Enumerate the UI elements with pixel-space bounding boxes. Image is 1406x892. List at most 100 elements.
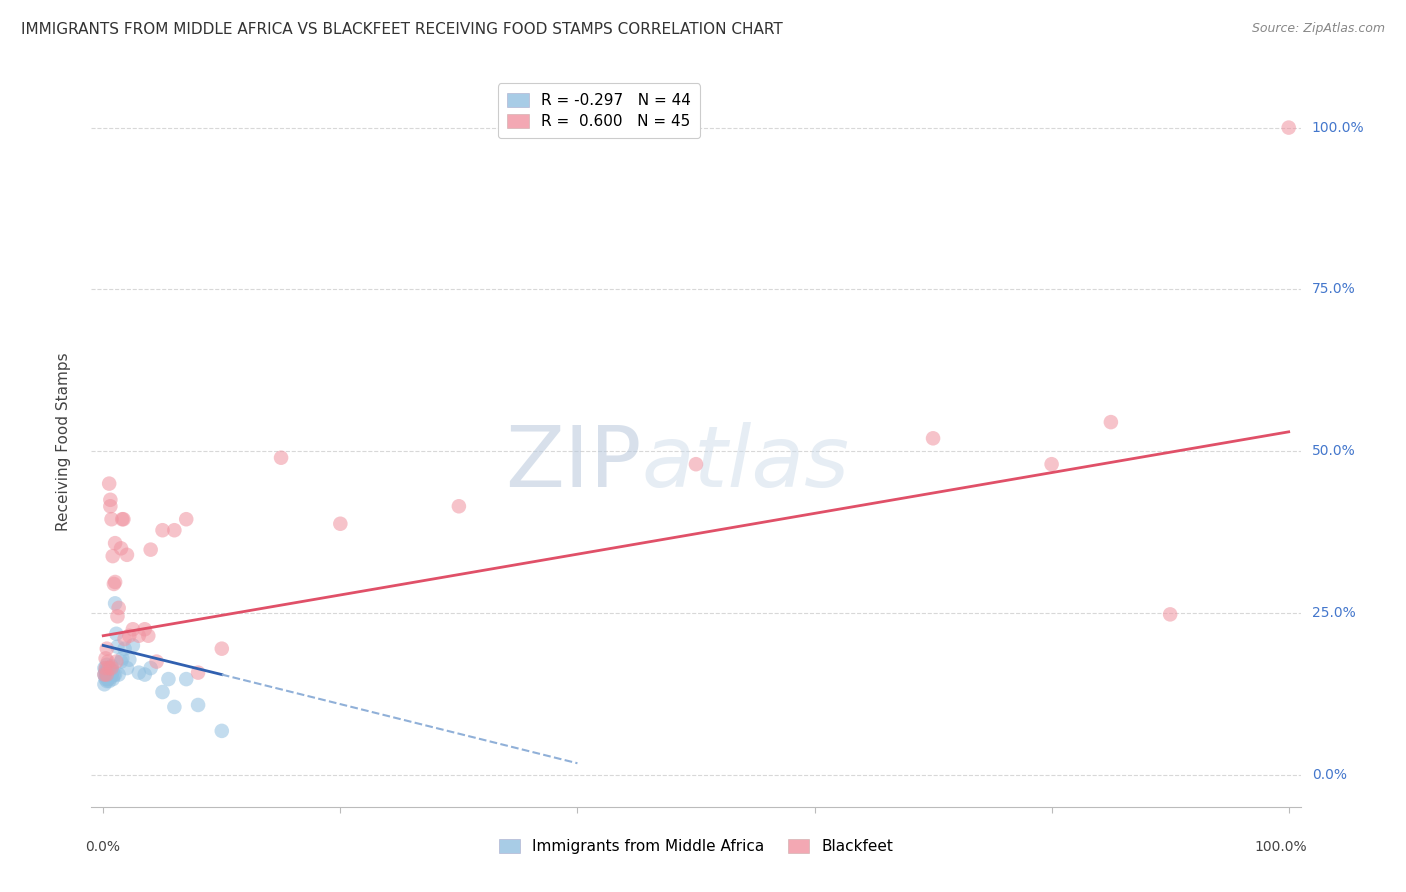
Text: 100.0%: 100.0% [1312, 120, 1364, 135]
Point [98, 500, 121, 514]
Point [187, 698, 209, 712]
Point [94, 672, 117, 686]
Point [685, 457, 707, 471]
Point [105, 627, 128, 641]
Point [101, 549, 124, 563]
Point [103, 667, 125, 681]
Text: 0.0%: 0.0% [86, 840, 121, 855]
Point [94, 661, 117, 675]
Point [114, 632, 136, 646]
Point [97, 669, 120, 683]
Point [107, 667, 129, 681]
Point [100, 667, 122, 681]
Point [111, 651, 134, 665]
Point [93, 667, 115, 681]
Point [93, 661, 115, 675]
Point [134, 622, 156, 636]
Point [110, 655, 132, 669]
Point [134, 667, 156, 681]
Point [104, 574, 127, 589]
Point [107, 609, 129, 624]
Text: ZIP: ZIP [505, 422, 641, 505]
Point [100, 659, 122, 673]
Point [96, 667, 118, 681]
Point [110, 541, 132, 556]
Point [98, 661, 121, 675]
Point [98, 667, 121, 681]
Point [97, 672, 120, 686]
Point [104, 667, 127, 681]
Point [139, 661, 162, 675]
Point [94, 663, 117, 677]
Point [97, 665, 120, 679]
Point [100, 661, 122, 675]
Point [100, 512, 122, 526]
Point [152, 523, 174, 537]
Point [136, 629, 159, 643]
Point [118, 653, 141, 667]
Point [157, 672, 180, 686]
Point [447, 500, 470, 514]
Point [103, 577, 125, 591]
Text: IMMIGRANTS FROM MIDDLE AFRICA VS BLACKFEET RECEIVING FOOD STAMPS CORRELATION CHA: IMMIGRANTS FROM MIDDLE AFRICA VS BLACKFE… [21, 22, 783, 37]
Point [98, 661, 121, 675]
Point [270, 450, 292, 465]
Point [93, 677, 115, 691]
Point [96, 667, 118, 681]
Text: 100.0%: 100.0% [1254, 840, 1306, 855]
Text: 0.0%: 0.0% [1312, 768, 1347, 782]
Point [152, 685, 174, 699]
Point [96, 657, 118, 672]
Point [128, 629, 150, 643]
Point [329, 516, 352, 531]
Point [104, 596, 127, 610]
Text: 50.0%: 50.0% [1312, 444, 1355, 458]
Point [122, 639, 145, 653]
Text: 25.0%: 25.0% [1312, 606, 1355, 620]
Point [112, 512, 135, 526]
Point [94, 669, 117, 683]
Point [107, 600, 129, 615]
Point [187, 665, 209, 680]
Point [1278, 120, 1301, 135]
Point [114, 641, 136, 656]
Point [211, 641, 233, 656]
Point [98, 671, 121, 685]
Point [1040, 457, 1063, 471]
Point [97, 655, 120, 669]
Legend: Immigrants from Middle Africa, Blackfeet: Immigrants from Middle Africa, Blackfeet [491, 831, 901, 862]
Point [145, 655, 167, 669]
Point [115, 548, 138, 562]
Point [94, 665, 117, 680]
Point [139, 542, 162, 557]
Text: 75.0%: 75.0% [1312, 283, 1355, 296]
Point [163, 700, 186, 714]
Point [96, 673, 118, 688]
Point [128, 665, 150, 680]
Point [105, 655, 128, 669]
Y-axis label: Receiving Food Stamps: Receiving Food Stamps [56, 352, 70, 531]
Point [101, 672, 124, 686]
Point [96, 641, 118, 656]
Point [1159, 607, 1181, 622]
Point [98, 663, 121, 677]
Point [98, 476, 121, 491]
Point [93, 667, 115, 681]
Point [98, 673, 121, 688]
Point [104, 536, 127, 550]
Point [115, 661, 138, 675]
Point [111, 512, 134, 526]
Point [174, 512, 197, 526]
Point [94, 651, 117, 665]
Point [118, 629, 141, 643]
Point [101, 665, 124, 679]
Point [122, 622, 145, 636]
Point [922, 431, 945, 445]
Text: Source: ZipAtlas.com: Source: ZipAtlas.com [1251, 22, 1385, 36]
Text: atlas: atlas [641, 422, 849, 505]
Point [174, 672, 197, 686]
Point [1099, 415, 1122, 429]
Point [96, 665, 118, 679]
Point [98, 492, 121, 507]
Point [163, 523, 186, 537]
